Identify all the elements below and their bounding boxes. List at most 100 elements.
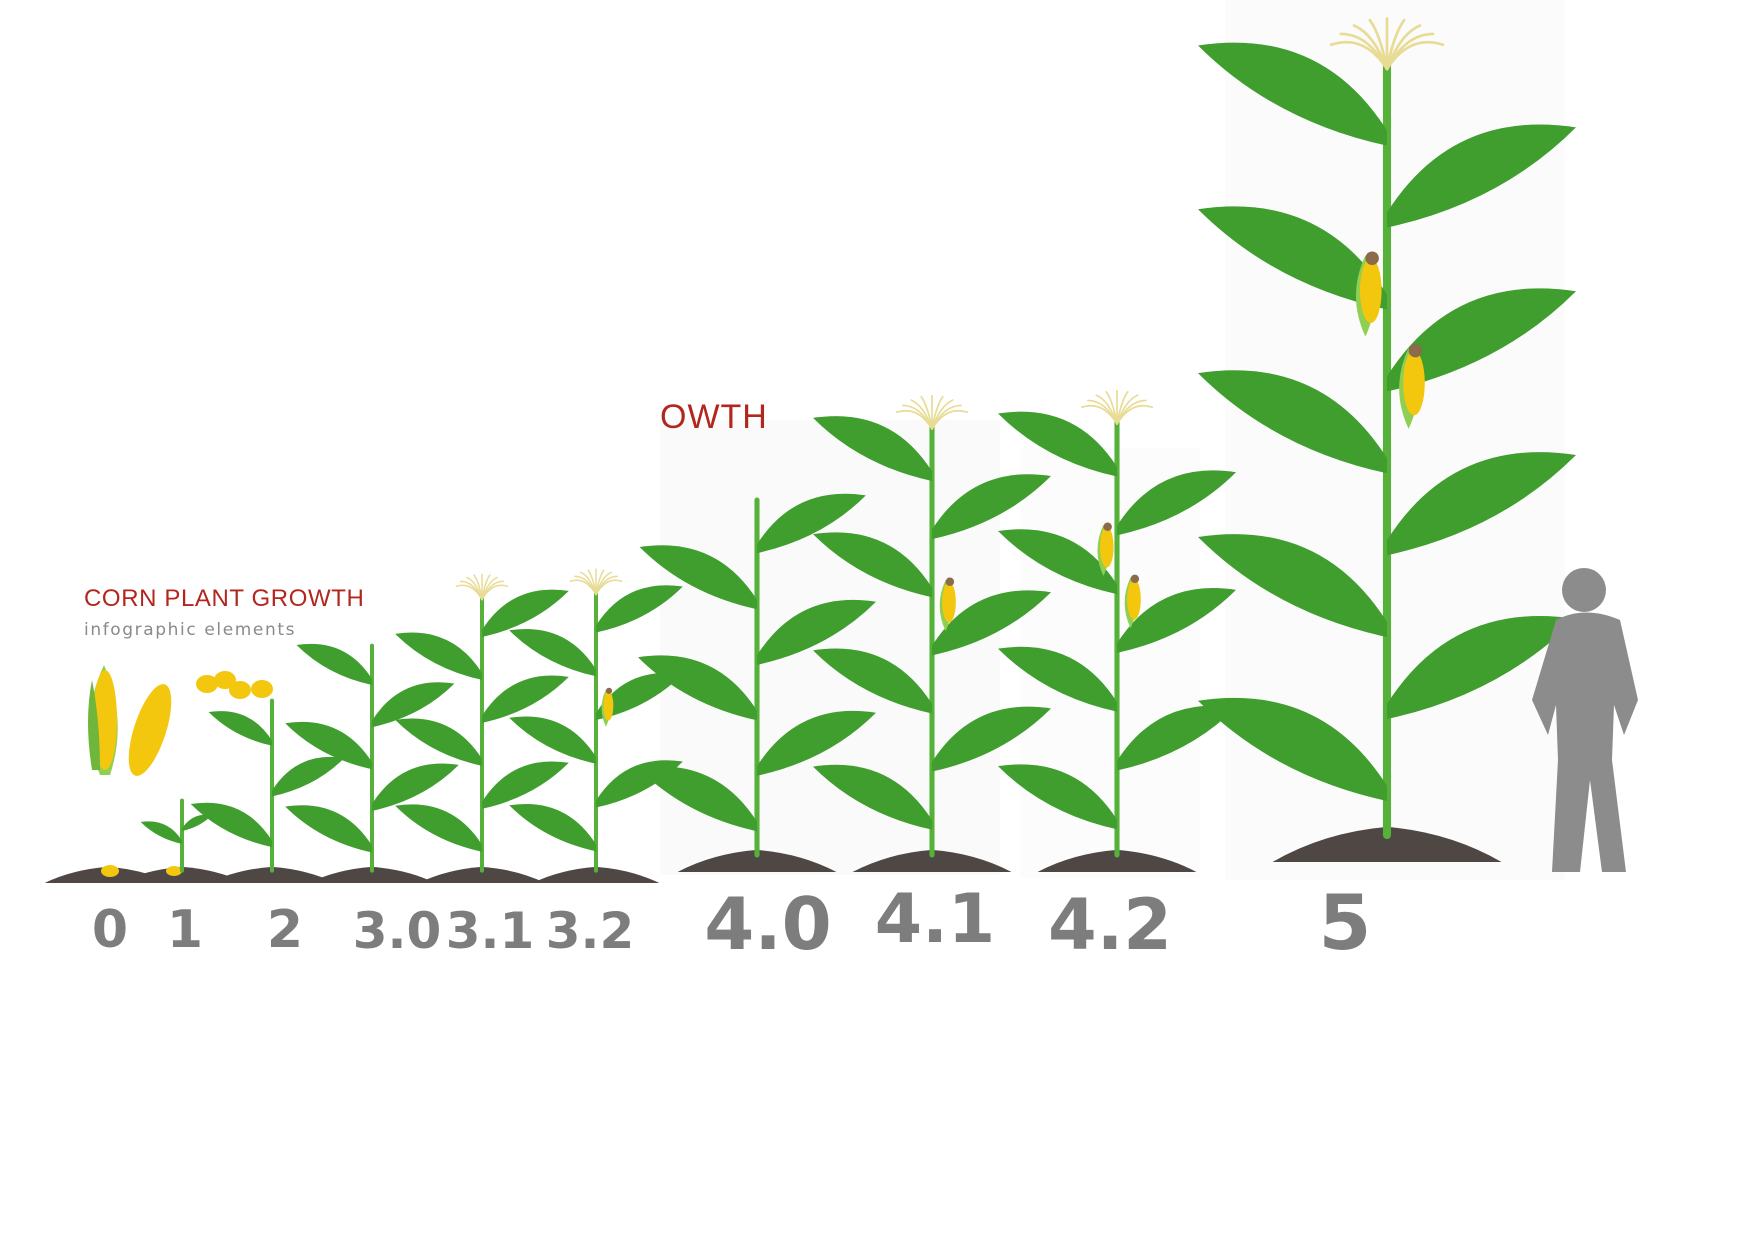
leaf: [639, 545, 757, 610]
soil-mound: [308, 866, 436, 883]
leaf: [372, 763, 459, 811]
leaf: [182, 814, 212, 831]
leaf: [638, 655, 757, 721]
leaf: [395, 718, 482, 766]
leaf: [296, 643, 372, 685]
leaf: [1387, 452, 1576, 556]
leaf: [272, 756, 345, 797]
corn-plant-icon: [638, 493, 876, 872]
leaf: [1117, 587, 1236, 653]
corn-silk: [1408, 343, 1423, 358]
leaf: [1198, 206, 1387, 310]
tassel: [895, 394, 969, 430]
leaf: [932, 474, 1051, 540]
corn-silk: [1103, 522, 1112, 531]
corn-ear: [1127, 578, 1141, 620]
mature-corn-plant-icon: [1198, 17, 1576, 862]
tassel: [1329, 17, 1445, 71]
leaf: [757, 493, 866, 554]
leaf: [285, 805, 372, 853]
soil-mound: [118, 866, 246, 883]
leaf: [1198, 534, 1387, 638]
leaf: [509, 628, 596, 677]
corn-ear: [1360, 258, 1382, 323]
seedling-icon: [190, 698, 345, 883]
leaf: [813, 648, 932, 714]
leaf: [932, 590, 1051, 656]
stage-label-0: 0: [91, 900, 129, 960]
corn-silk: [1130, 574, 1140, 584]
corn-ear: [603, 690, 614, 721]
stage-label-3-0: 3.0: [352, 902, 442, 960]
leaf: [509, 803, 596, 852]
title-fragment: OWTH: [660, 398, 768, 436]
leaf: [638, 766, 757, 832]
leaf: [395, 804, 482, 852]
soil-mound: [1272, 826, 1502, 862]
corn-cob-icon: [88, 665, 172, 776]
leaf: [1198, 697, 1387, 801]
leaf: [596, 672, 683, 721]
leaf: [482, 589, 569, 637]
leaf: [757, 599, 876, 665]
human-silhouette-icon: [1532, 568, 1638, 872]
leaf: [1117, 470, 1236, 536]
leaf: [1198, 370, 1387, 474]
tassel: [1080, 389, 1154, 425]
leaf: [482, 761, 569, 809]
soil-mound: [532, 866, 660, 883]
stage-label-3-2: 3.2: [545, 902, 635, 960]
leaf: [395, 632, 482, 680]
corn-ear: [1100, 526, 1114, 568]
leaf: [1387, 124, 1576, 228]
corn-plant-ears-icon: [509, 568, 683, 883]
corn-plant-icon: [285, 643, 459, 883]
corn-silk: [605, 687, 613, 694]
stage-label-5: 5: [1318, 878, 1372, 967]
corn-kernel: [101, 865, 119, 877]
tassel: [569, 568, 623, 596]
corn-silk: [945, 577, 955, 587]
corn-ear: [942, 581, 956, 623]
corn-ear: [1403, 350, 1425, 416]
leaf: [596, 585, 683, 633]
soil-mound: [208, 866, 336, 883]
leaf: [509, 716, 596, 764]
corn-plant-ears-icon: [998, 389, 1236, 872]
leaf: [285, 721, 372, 770]
infographic-title: CORN PLANT GROWTH: [84, 585, 365, 612]
stage-label-1: 1: [166, 900, 204, 960]
tassel: [455, 573, 509, 601]
stage-label-4-1: 4.1: [874, 880, 996, 959]
leaf: [1387, 288, 1576, 392]
leaf: [813, 532, 932, 598]
soil-mound: [1037, 849, 1197, 872]
leaf: [208, 711, 272, 746]
soil-mound: [852, 849, 1012, 872]
leaf: [190, 802, 272, 848]
leaf: [1117, 705, 1236, 771]
corn-kernels-icon: [196, 671, 273, 699]
corn-silk: [1365, 251, 1379, 265]
stage-label-4-2: 4.2: [1047, 884, 1173, 966]
leaf: [757, 710, 876, 776]
sprout-icon: [118, 798, 246, 883]
leaf: [813, 764, 932, 830]
stage-label-3-1: 3.1: [445, 902, 535, 960]
infographic-subtitle: infographic elements: [84, 620, 297, 640]
corn-kernel: [166, 866, 182, 876]
corn-plant-tassel-icon: [813, 394, 1051, 872]
stage-label-2: 2: [266, 900, 304, 960]
leaf: [482, 675, 569, 723]
leaf: [1198, 42, 1387, 146]
leaf: [998, 646, 1117, 712]
leaf: [998, 764, 1117, 830]
leaf: [140, 821, 182, 844]
leaf: [998, 529, 1117, 595]
stage-label-4-0: 4.0: [704, 882, 832, 966]
leaf: [1387, 615, 1576, 720]
leaf: [372, 682, 455, 728]
soil-mound: [677, 849, 837, 872]
